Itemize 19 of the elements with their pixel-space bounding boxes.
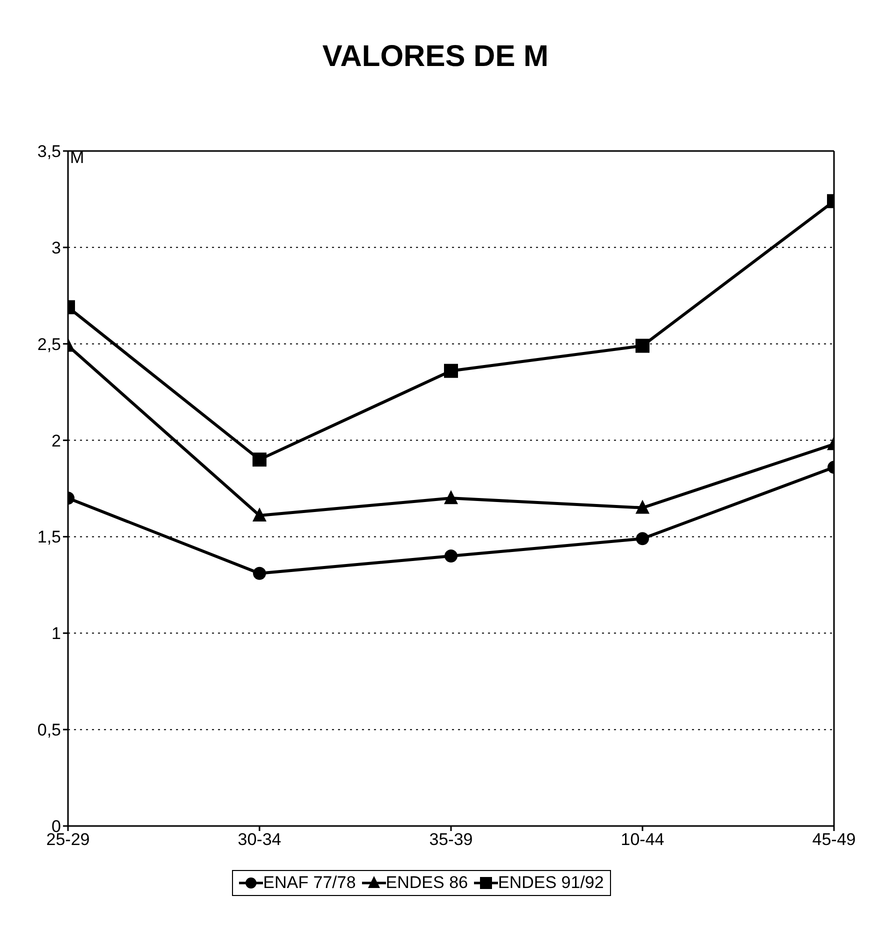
- x-tick-label: 10-44: [620, 830, 664, 850]
- y-tick-label: 2: [52, 431, 61, 450]
- legend-label: ENDES 91/92: [498, 873, 604, 893]
- y-axis-title: M: [70, 148, 84, 168]
- legend-label: ENAF 77/78: [263, 873, 356, 893]
- chart-title: VALORES DE M: [321, 40, 550, 75]
- point: [444, 490, 458, 504]
- point: [444, 550, 458, 562]
- y-tick-label: 1,5: [37, 528, 61, 547]
- y-tick-label: 1: [52, 624, 61, 644]
- x-tick-label: 30-34: [238, 830, 282, 850]
- y-tick-label: 3: [52, 238, 61, 258]
- y-tick-label: 3,5: [37, 142, 61, 162]
- x-tick-label: 45-49: [812, 830, 856, 850]
- x-tick-label: 35-39: [429, 830, 473, 850]
- y-tick-label: 2,5: [37, 334, 61, 354]
- legend-label: ENDES 86: [386, 873, 468, 893]
- point: [444, 364, 458, 378]
- y-tick-label: 0,5: [37, 720, 61, 740]
